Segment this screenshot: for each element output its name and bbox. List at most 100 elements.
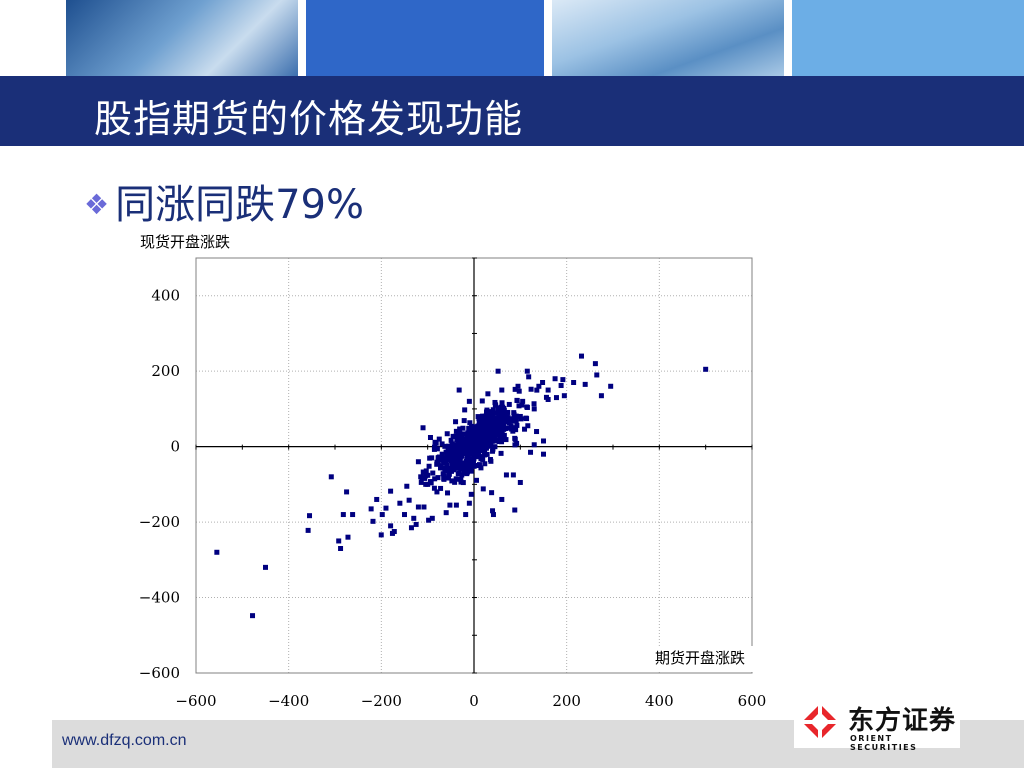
data-point xyxy=(516,403,522,409)
data-point xyxy=(524,404,530,410)
data-point xyxy=(458,477,464,483)
data-point xyxy=(485,419,491,425)
data-point xyxy=(420,425,426,431)
data-point xyxy=(475,440,481,446)
data-point xyxy=(499,496,505,502)
data-point xyxy=(531,401,537,407)
data-point xyxy=(469,423,475,429)
data-point xyxy=(499,439,505,445)
data-point xyxy=(448,437,454,443)
data-point xyxy=(439,451,445,457)
data-point xyxy=(462,451,468,457)
data-point xyxy=(431,444,437,450)
data-point xyxy=(440,465,446,471)
data-point xyxy=(524,368,530,374)
data-point xyxy=(444,462,450,468)
data-point xyxy=(514,397,520,403)
data-point xyxy=(484,451,490,457)
data-point xyxy=(458,460,464,466)
data-point xyxy=(449,441,455,447)
data-point xyxy=(484,443,490,449)
y-tick-label: 0 xyxy=(170,438,180,456)
data-point xyxy=(470,450,476,456)
data-point xyxy=(452,479,458,485)
title-bar xyxy=(0,76,1024,146)
data-point xyxy=(490,512,496,518)
data-point xyxy=(446,452,452,458)
data-point xyxy=(473,477,479,483)
header-banner xyxy=(0,0,1024,76)
data-point xyxy=(514,422,520,428)
data-point xyxy=(214,549,220,555)
data-point xyxy=(456,387,462,393)
x-tick-label: −400 xyxy=(268,692,309,710)
data-point xyxy=(378,532,384,538)
data-point xyxy=(443,510,449,516)
data-point xyxy=(441,460,447,466)
data-point xyxy=(512,507,518,513)
data-point xyxy=(462,407,468,413)
data-point xyxy=(490,448,496,454)
data-point xyxy=(463,436,469,442)
data-point xyxy=(490,407,496,413)
data-point xyxy=(305,527,311,533)
x-tick-label: −200 xyxy=(361,692,402,710)
banner-image-hand xyxy=(66,0,298,76)
data-point xyxy=(431,485,437,491)
data-point xyxy=(472,453,478,459)
data-point xyxy=(512,386,518,392)
data-point xyxy=(474,426,480,432)
data-point xyxy=(469,443,475,449)
data-point xyxy=(492,437,498,443)
data-point xyxy=(467,465,473,471)
data-point xyxy=(443,455,449,461)
data-point xyxy=(465,432,471,438)
data-point xyxy=(476,452,482,458)
data-point xyxy=(480,486,486,492)
data-point xyxy=(350,512,356,518)
data-point xyxy=(515,383,521,389)
data-point xyxy=(598,393,604,399)
data-point xyxy=(487,432,493,438)
footer-url-link[interactable]: www.dfzq.com.cn xyxy=(62,732,187,749)
data-point xyxy=(493,410,499,416)
logo-english-name: ORIENT SECURITIES xyxy=(850,734,918,752)
data-point xyxy=(482,461,488,467)
data-point xyxy=(426,463,432,469)
data-point xyxy=(439,441,445,447)
data-point xyxy=(453,428,459,434)
data-point xyxy=(459,472,465,478)
data-point xyxy=(517,479,523,485)
data-point xyxy=(344,489,350,495)
data-point xyxy=(438,485,444,491)
data-point xyxy=(468,491,474,497)
data-point xyxy=(413,521,419,527)
data-point xyxy=(478,465,484,471)
data-point xyxy=(503,413,509,419)
data-point xyxy=(464,469,470,475)
data-point xyxy=(472,432,478,438)
data-point xyxy=(553,395,559,401)
data-point xyxy=(517,413,523,419)
data-point xyxy=(520,398,526,404)
data-point xyxy=(434,489,440,495)
data-point xyxy=(448,458,454,464)
data-point xyxy=(411,515,417,521)
data-point xyxy=(594,372,600,378)
data-point xyxy=(464,439,470,445)
data-point xyxy=(459,434,465,440)
data-point xyxy=(429,515,435,521)
data-point xyxy=(456,470,462,476)
data-point xyxy=(502,425,508,431)
data-point xyxy=(432,439,438,445)
data-point xyxy=(457,431,463,437)
data-point xyxy=(482,413,488,419)
data-point xyxy=(484,407,490,413)
data-point xyxy=(391,529,397,535)
data-point xyxy=(499,400,505,406)
data-point xyxy=(427,455,433,461)
data-point xyxy=(472,442,478,448)
y-tick-label: −200 xyxy=(139,513,180,531)
data-point xyxy=(434,446,440,452)
data-point xyxy=(423,473,429,479)
